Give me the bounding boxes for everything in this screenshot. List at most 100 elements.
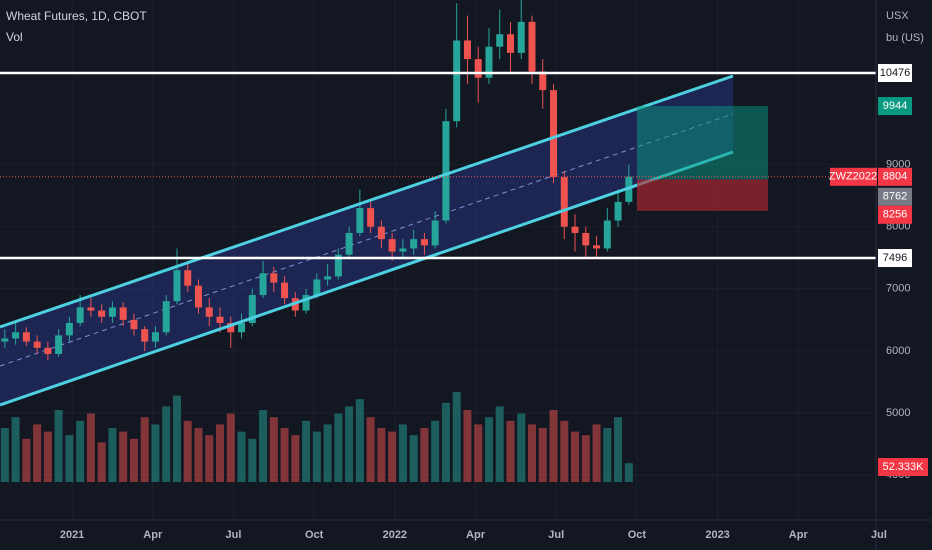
volume-bar [205,435,214,482]
volume-bar [119,431,128,482]
candle-body [44,347,52,354]
volume-bar [22,438,31,482]
candle-body [205,307,213,317]
candle-body [420,239,428,246]
candle-body [238,322,246,333]
level-label: 7496 [883,252,907,264]
candle-body [248,295,256,323]
candle-layer [1,0,633,361]
overlay-layer [0,71,876,260]
x-tick-label: Oct [628,529,647,541]
volume-bar [506,420,515,482]
unit: bu (US) [886,32,924,44]
volume-bar [474,424,483,482]
x-tick-label: 2021 [60,529,84,541]
volume-bar [571,431,580,482]
x-tick-label: 2022 [383,529,407,541]
candle-body [377,226,385,240]
symbol-box [830,167,877,186]
volume-bar [172,395,181,482]
volume-bar [269,417,278,482]
candle-body [431,220,439,246]
indicator-label: Vol [6,30,23,44]
volume-bar [0,428,9,482]
volume-bar [140,417,149,482]
volume-bar [43,431,52,482]
volume-bar [97,442,106,482]
candle-body [367,208,375,227]
level-label: 10476 [880,67,911,79]
volume-bar [495,406,504,482]
y-tick-label: 6000 [886,345,910,357]
candle-body [603,220,611,249]
channel-midline [0,113,734,367]
y-tick-label: 5000 [886,407,910,419]
candle-body [33,341,41,348]
candle-body [270,273,278,283]
volume-bar [528,424,537,482]
candle-body [194,285,202,308]
candle-body [1,338,9,342]
volume-bar [517,413,526,482]
candle-body [506,34,514,53]
volume-bar [452,392,461,482]
volume-bar [291,435,300,482]
volume-bar [162,406,171,482]
volume-bar [345,406,354,482]
volume-bar [194,428,203,482]
volume-bar [323,424,332,482]
y-tick-label: 9000 [886,159,910,171]
last-price-label: 8804 [883,171,907,183]
candle-body [528,21,536,72]
candle-body [442,121,450,221]
volume-bar [248,438,257,482]
entry-label: 8762 [883,191,907,203]
volume-bar [183,420,192,482]
volume-bar [216,424,225,482]
profit-zone [637,106,768,180]
volume-bar [603,428,612,482]
candle-body [22,332,30,342]
volume-bar [54,410,63,482]
volume-bar [108,428,117,482]
x-tick-label: Apr [466,529,486,541]
volume-bar [538,428,547,482]
volume-bar [237,431,246,482]
volume-bar [581,435,590,482]
candle-body [141,329,149,342]
candle-body [614,201,622,221]
candle-body [517,21,525,53]
stop-label-box [878,205,912,224]
target-label: 9944 [883,100,907,112]
volume-bar [441,402,450,482]
chart-title: Wheat Futures, 1D, CBOT [6,9,147,23]
x-tick-label: Apr [143,529,163,541]
candle-body [356,208,364,233]
level-label-box [878,64,912,83]
candle-body [550,90,558,178]
volume-bar [226,413,235,482]
volume-bar [11,417,20,482]
candle-body [463,40,471,60]
volume-bar [366,417,375,482]
channel-lower [0,150,734,407]
candle-body [216,316,224,323]
volume-bar [312,431,321,482]
volume-bar [355,399,364,482]
candle-body [496,34,504,47]
candle-body [108,307,116,317]
entry-label-box [878,187,912,206]
currency: USX [886,10,909,22]
volume-bar [280,428,289,482]
candle-body [571,226,579,233]
candle-body [334,254,342,277]
candle-body [76,307,84,323]
volume-bar [624,463,633,482]
loss-zone [637,179,768,211]
candle-body [281,282,289,299]
candle-body [485,46,493,78]
volume-bar [549,410,558,482]
volume-bar [614,417,623,482]
axis-layer: 4000500060007000800090002021AprJulOct202… [60,64,928,541]
candle-body [119,307,127,320]
